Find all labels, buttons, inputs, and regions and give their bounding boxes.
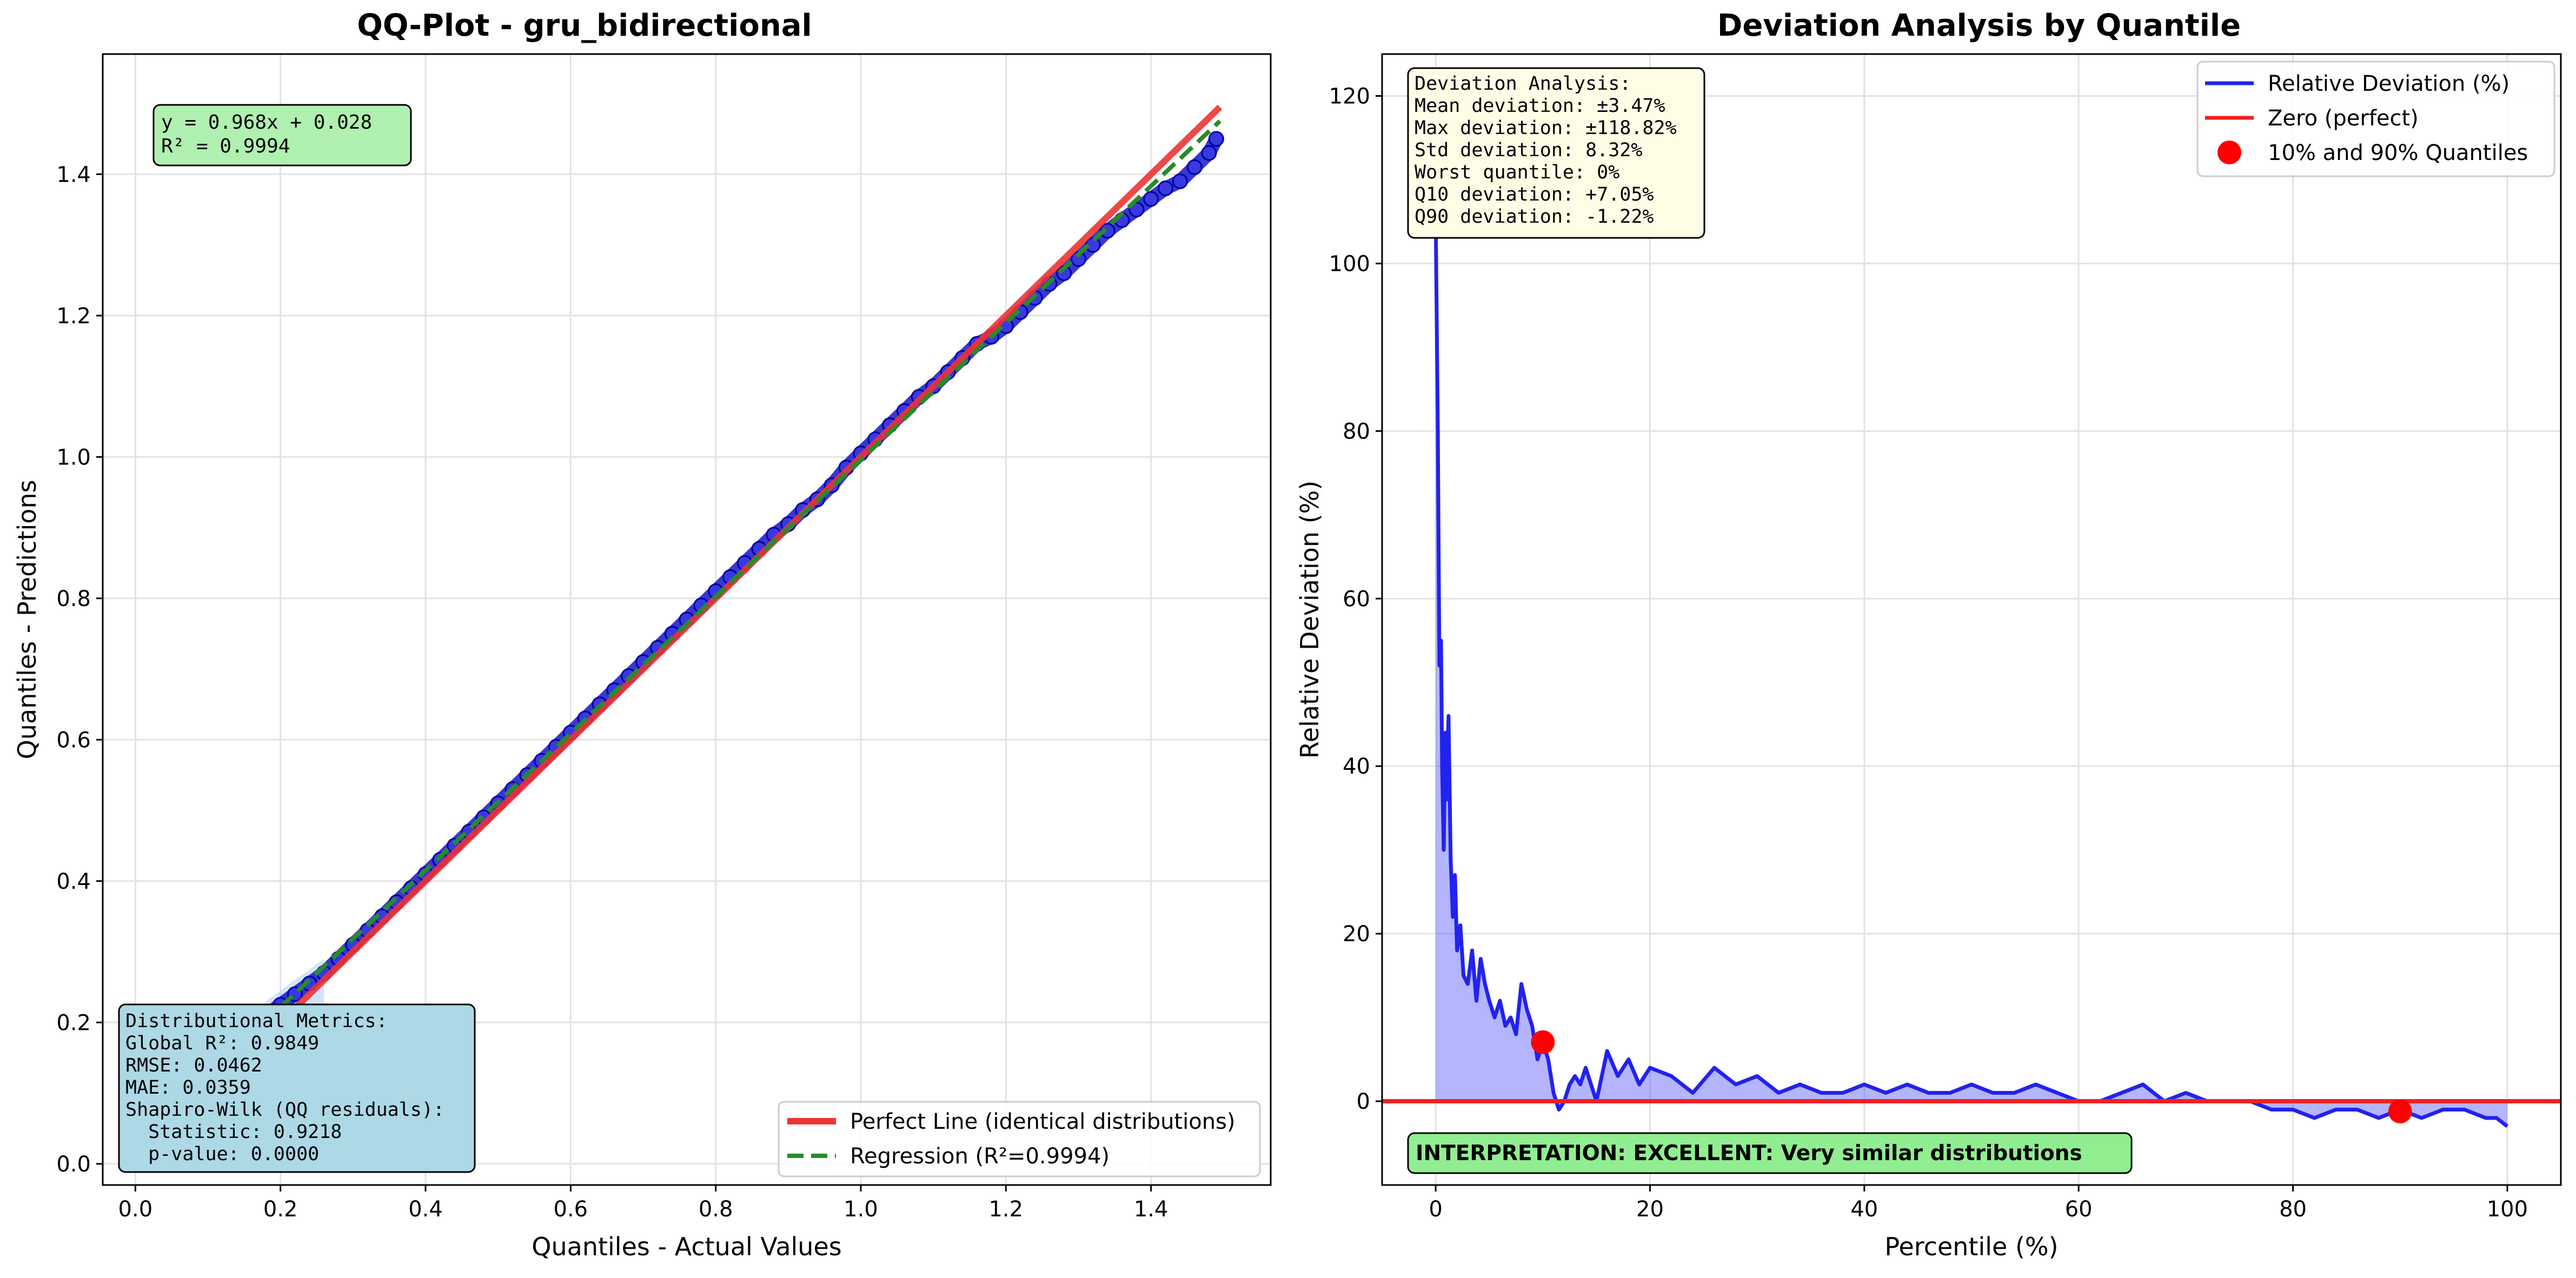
y-tick-label: 0.6 [56, 728, 91, 753]
equation-box [152, 104, 412, 167]
y-tick-label: 1.0 [56, 445, 91, 470]
deviation-chart: Deviation Analysis by Quantile 0 20 40 60 80… [1295, 8, 2562, 1261]
regression-line [278, 119, 1221, 1009]
metrics-line: RMSE: 0.0462 [125, 1055, 262, 1076]
x-tick-label: 20 [1636, 1197, 1664, 1222]
y-tick-label: 120 [1329, 84, 1370, 109]
qq-plot-y-label: Quantiles - Predictions [12, 480, 42, 760]
deviation-frame [1381, 53, 2562, 1186]
legend-zero-label: Zero (perfect) [2268, 106, 2419, 131]
y-tick-label: 60 [1343, 587, 1370, 611]
metrics-box [118, 1003, 476, 1173]
deviation-y-label: Relative Deviation (%) [1295, 481, 1324, 758]
x-tick-label: 40 [1850, 1197, 1878, 1222]
qq-plot-frame [102, 53, 1272, 1186]
metrics-line: Shapiro-Wilk (QQ residuals): [125, 1099, 444, 1121]
x-tick-label: 0.2 [263, 1197, 298, 1222]
x-tick-label: 100 [2487, 1197, 2528, 1222]
x-tick-label: 0.6 [554, 1197, 588, 1222]
x-tick-label: 1.4 [1134, 1197, 1169, 1222]
deviation-grid [1382, 54, 2561, 1185]
r2-line: R² = 0.9994 [161, 135, 290, 157]
y-tick-label: 1.4 [56, 162, 91, 187]
equation-line: y = 0.968x + 0.028 [161, 111, 372, 134]
x-tick-label: 80 [2279, 1197, 2307, 1222]
deviation-legend [2196, 61, 2555, 177]
x-tick-label: 0.0 [118, 1197, 153, 1222]
deviation-stats-line: Mean deviation: ±3.47% [1415, 95, 1665, 117]
x-tick-label: 0.4 [408, 1197, 443, 1222]
qq-point [1201, 145, 1217, 161]
quantile-marker [2388, 1099, 2412, 1123]
qq-plot-legend [778, 1101, 1261, 1177]
y-tick-label: 100 [1329, 251, 1370, 276]
y-tick-label: 0.4 [56, 869, 91, 894]
qq-point [1157, 180, 1173, 196]
x-tick-label: 0.8 [699, 1197, 733, 1222]
deviation-stats-line: Deviation Analysis: [1415, 73, 1631, 95]
x-tick-label: 1.0 [844, 1197, 878, 1222]
x-tick-label: 0 [1429, 1197, 1442, 1222]
legend-perfect-label: Perfect Line (identical distributions) [850, 1109, 1236, 1134]
legend-quantile-swatch [2218, 141, 2241, 164]
metrics-box-text: Distributional Metrics:Global R²: 0.9849… [125, 1010, 444, 1165]
qq-plot-x-label: Quantiles - Actual Values [532, 1232, 841, 1261]
qq-point [1186, 159, 1203, 175]
deviation-area [1436, 213, 2507, 1127]
y-tick-label: 40 [1343, 754, 1370, 779]
legend-regression-label: Regression (R²=0.9994) [850, 1144, 1110, 1169]
qq-plot-grid [103, 54, 1271, 1185]
deviation-stats-line: Worst quantile: 0% [1415, 162, 1619, 183]
y-tick-label: 0 [1357, 1089, 1370, 1114]
deviation-stats-line: Q10 deviation: +7.05% [1415, 184, 1654, 205]
qq-plot-chart: QQ-Plot - gru_bidirectional 0.0 0.2 0.4 0.6… [12, 8, 1272, 1261]
deviation-stats-text: Deviation Analysis:Mean deviation: ±3.47… [1415, 73, 1677, 228]
quantile-markers [1531, 1030, 2412, 1123]
quantile-marker [1531, 1030, 1555, 1054]
legend-quantile-label: 10% and 90% Quantiles [2268, 141, 2528, 165]
qq-point [1143, 191, 1159, 207]
qq-point [1099, 223, 1116, 239]
y-tick-label: 20 [1343, 922, 1370, 947]
deviation-tick-labels: 0 20 40 60 80 100 0 20 40 60 80 100 120 [1329, 84, 2528, 1222]
metrics-line: MAE: 0.0359 [125, 1077, 251, 1099]
deviation-line [1433, 213, 2509, 1128]
deviation-x-label: Percentile (%) [1884, 1232, 2058, 1261]
y-tick-label: 80 [1343, 419, 1370, 444]
qq-point [1172, 173, 1188, 189]
deviation-stats-line: Std deviation: 8.32% [1415, 139, 1642, 161]
y-tick-label: 0.0 [56, 1152, 91, 1177]
deviation-stats-line: Q90 deviation: -1.22% [1415, 206, 1654, 228]
interpretation-box [1407, 1132, 2133, 1174]
deviation-stats-line: Max deviation: ±118.82% [1415, 117, 1677, 139]
y-tick-label: 0.8 [56, 587, 91, 611]
x-tick-label: 1.2 [988, 1197, 1023, 1222]
legend-deviation-label: Relative Deviation (%) [2268, 71, 2509, 96]
deviation-title: Deviation Analysis by Quantile [1717, 8, 2241, 43]
metrics-line: Statistic: 0.9218 [125, 1121, 342, 1143]
y-tick-label: 0.2 [56, 1010, 91, 1035]
metrics-line: p-value: 0.0000 [125, 1143, 319, 1165]
qq-point [1208, 131, 1224, 147]
metrics-line: Distributional Metrics: [125, 1010, 388, 1032]
x-tick-label: 60 [2065, 1197, 2093, 1222]
y-tick-label: 1.2 [56, 304, 91, 329]
qq-plot-title: QQ-Plot - gru_bidirectional [357, 8, 812, 43]
metrics-line: Global R²: 0.9849 [125, 1033, 319, 1054]
qq-plot-tick-labels: 0.0 0.2 0.4 0.6 0.8 1.0 1.2 1.4 0.0 0.2 0.4 0.6 0.8 1… [56, 162, 1168, 1222]
interpretation-text: INTERPRETATION: EXCELLENT: Very similar … [1416, 1141, 2082, 1166]
deviation-stats-box [1407, 67, 1705, 239]
